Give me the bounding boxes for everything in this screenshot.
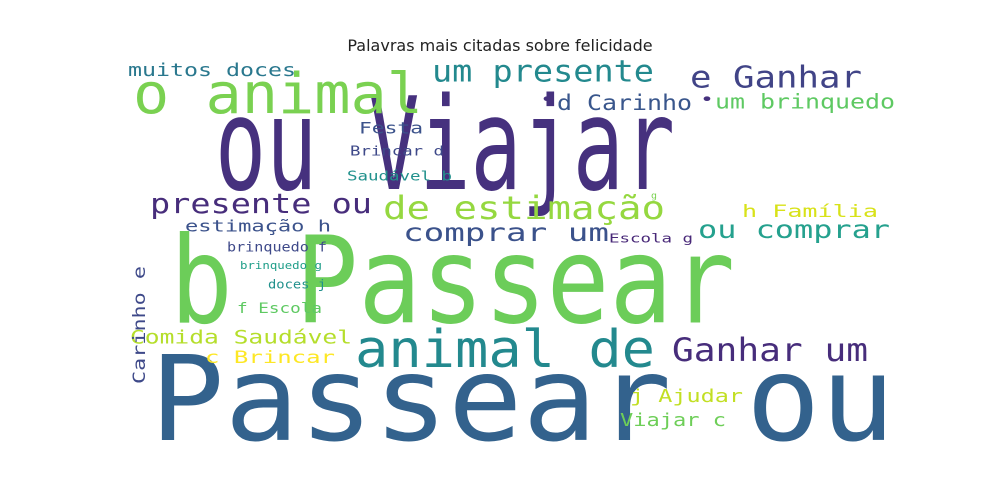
word-25: f Escola	[237, 301, 322, 317]
word-14: muitos doces	[128, 60, 296, 81]
word-4: animal de	[355, 320, 655, 380]
word-30: g	[651, 192, 657, 202]
word-15: Comida Saudável	[130, 327, 352, 349]
word-7: de estimação	[383, 189, 665, 227]
word-0: ou Viajar	[215, 71, 675, 220]
word-18: j Ajudar	[630, 386, 743, 407]
word-1: b Passear	[170, 213, 735, 352]
word-8: Ganhar um	[672, 331, 868, 369]
word-11: ou comprar	[698, 215, 890, 244]
word-3: o animal	[133, 62, 423, 127]
word-28: doces j	[268, 278, 326, 292]
word-12: d Carinho	[557, 91, 692, 115]
word-9: presente ou	[150, 187, 372, 220]
word-22: estimação h	[185, 217, 331, 236]
word-13: um brinquedo	[715, 90, 895, 114]
word-32: •	[700, 90, 714, 109]
word-5: um presente	[432, 55, 654, 90]
word-29: brinquedo g	[240, 259, 322, 272]
word-2: Passear ou	[150, 330, 895, 468]
word-6: e Ganhar	[690, 61, 862, 96]
word-26: brinquedo f	[227, 241, 327, 256]
word-17: Festa	[359, 119, 423, 138]
word-27: Escola g	[609, 232, 693, 246]
word-20: h Família	[742, 202, 878, 222]
word-16: c Brincar	[205, 348, 335, 368]
word-24: Saudável b	[347, 170, 452, 185]
chart-title: Palavras mais citadas sobre felicidade	[347, 36, 653, 55]
word-21: Carinho e	[130, 266, 150, 384]
word-31: •	[540, 90, 554, 109]
word-10: comprar um	[403, 218, 609, 247]
word-23: Brincar d	[350, 145, 444, 160]
word-19: Viajar c	[620, 410, 726, 431]
